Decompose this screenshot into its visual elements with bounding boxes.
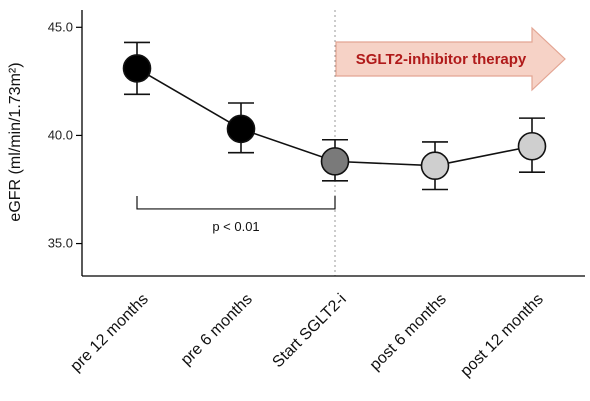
therapy-arrow-shape [335,26,566,92]
bracket-line [136,195,336,210]
therapy-arrow-label: SGLT2-inhibitor therapy [356,51,527,68]
therapy-arrow: SGLT2-inhibitor therapy [335,26,566,92]
data-points [122,54,547,181]
y-tick-label: 45.0 [48,19,73,34]
x-tick-label: post 6 months [367,291,450,374]
significance-bracket: p < 0.01 [136,195,336,234]
data-point [420,151,450,181]
x-tick-labels: pre 12 months pre 6 months Start SGLT2-i po… [67,291,546,380]
y-tick-label: 35.0 [48,236,73,251]
y-axis-title: eGFR (ml/min/1.73m²) [7,62,24,221]
x-tick-label: Start SGLT2-i [269,291,349,371]
x-tick-label: pre 6 months [178,291,256,369]
data-point [517,131,547,161]
data-point [320,147,350,176]
y-tick-label: 40.0 [48,127,73,142]
bracket-label: p < 0.01 [212,219,259,234]
y-ticks: 35.0 40.0 45.0 [48,19,82,251]
data-point [122,54,152,83]
x-tick-label: post 12 months [457,291,546,380]
data-point [226,114,256,144]
x-tick-label: pre 12 months [67,291,151,375]
